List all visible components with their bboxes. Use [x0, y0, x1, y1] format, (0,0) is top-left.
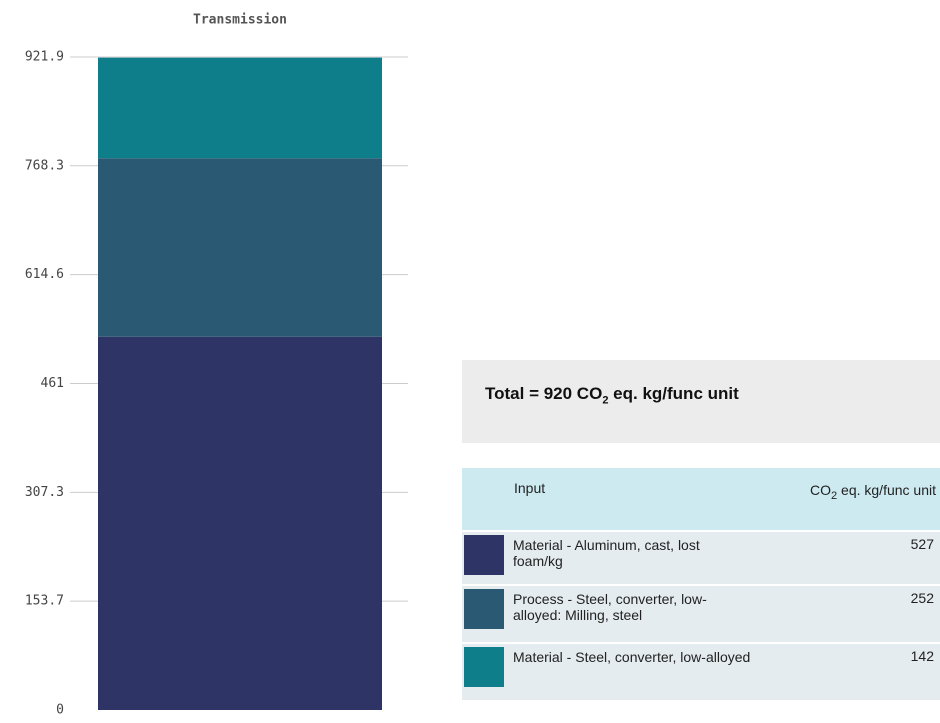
table-row: Material - Steel, converter, low-alloyed… [462, 644, 940, 700]
y-tick-label: 461 [41, 376, 64, 391]
bar-segment [98, 158, 382, 337]
table-row: Process - Steel, converter, low-alloyed:… [462, 586, 940, 642]
header-value-unit: eq. kg/func unit [837, 482, 936, 498]
y-tick-label: 0 [56, 703, 64, 718]
row-value: 252 [910, 590, 934, 606]
y-tick-label: 768.3 [25, 158, 64, 173]
total-sub: 2 [602, 394, 609, 407]
header-input: Input [514, 480, 546, 496]
header-value: CO2 eq. kg/func unit [776, 480, 936, 506]
y-tick-label: 153.7 [25, 594, 64, 609]
header-value-text: CO [810, 482, 832, 498]
chart-title: Transmission [193, 13, 287, 28]
legend-swatch [464, 647, 504, 687]
row-value: 142 [910, 648, 934, 664]
total-box: Total = 920 CO2 eq. kg/func unit [462, 360, 940, 443]
y-tick-label: 307.3 [25, 485, 64, 500]
y-tick-label: 921.9 [25, 50, 64, 65]
table-row: Material - Aluminum, cast, lost foam/kg 5… [462, 532, 940, 584]
legend-swatch [464, 535, 504, 575]
legend-label: Process - Steel, converter, low-alloyed:… [513, 591, 707, 623]
header-value-sub: 2 [831, 489, 838, 502]
bar-segment [98, 57, 382, 159]
chart: Transmission 0 153.7 307.3 461 614.6 768.3 921… [25, 13, 408, 718]
row-value: 527 [910, 536, 934, 552]
legend-label: Material - Steel, converter, low-alloyed [513, 649, 751, 665]
legend-swatch [464, 589, 504, 629]
total-text: Total = 920 CO [485, 384, 603, 403]
legend-label: Material - Aluminum, cast, lost foam/kg [513, 537, 700, 569]
y-tick-label: 614.6 [25, 267, 64, 282]
bar-segment [98, 336, 382, 710]
total-unit: eq. kg/func unit [608, 384, 739, 403]
table-header: Input CO2 eq. kg/func unit [462, 468, 940, 530]
